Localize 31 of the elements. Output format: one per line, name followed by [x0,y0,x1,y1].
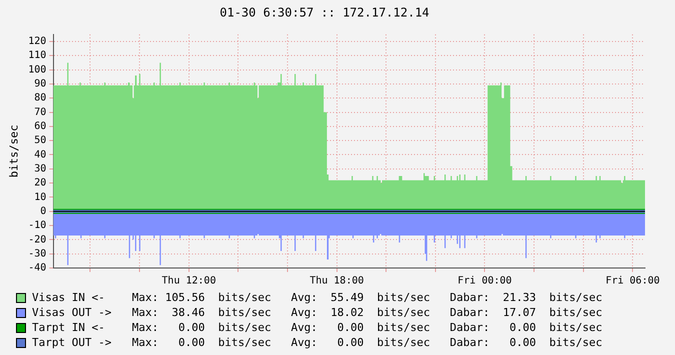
y-tick-label: 70 [34,106,46,118]
y-tick-label: -10 [28,220,46,232]
legend-label: Visas IN <- [32,290,106,305]
y-tick-label: 40 [34,149,46,160]
text: Max: 0.00 bits/sec Avg: 0.00 bits/sec Dabar: 0.00 bits/sec [132,335,602,350]
chart-title: 01-30 6:30:57 :: 172.17.12.14 [220,5,430,20]
x-tick-label: Thu 12:00 [162,276,216,287]
y-tick-label: -20 [28,234,46,246]
text: Max: 0.00 bits/sec Avg: 0.00 bits/sec Dabar: 0.00 bits/sec [132,320,602,335]
legend-label: Tarpt OUT -> [32,335,112,350]
x-tick-label: Fri 00:00 [458,276,512,287]
x-tick-label: Thu 18:00 [310,276,364,287]
y-tick-label: 60 [34,121,46,132]
y-tick-label: 50 [34,135,46,146]
legend-label: Tarpt IN <- [32,320,106,335]
y-tick-label: 0 [40,206,46,217]
y-tick-label: 20 [34,178,46,189]
y-tick-label: 80 [34,92,46,104]
text: Max: 105.56 bits/sec Avg: 55.49 bits/sec Dabar: 21.33 bits/sec [132,290,602,305]
y-tick-label: 10 [34,192,46,203]
y-tick-label: 30 [34,163,46,174]
y-tick-label: 110 [28,50,46,62]
y-tick-label: -30 [28,248,46,260]
text: Max: 38.46 bits/sec Avg: 18.02 bits/sec Dabar: 17.07 bits/sec [132,305,602,320]
y-tick-label: 100 [28,64,46,76]
y-tick-label: 90 [34,78,46,90]
y-tick-label: 120 [28,36,46,48]
legend-label: Visas OUT -> [32,305,112,320]
y-axis-title: bits/sec [7,124,20,178]
y-tick-label: -40 [28,262,46,274]
x-tick-label: Fri 06:00 [606,276,660,287]
